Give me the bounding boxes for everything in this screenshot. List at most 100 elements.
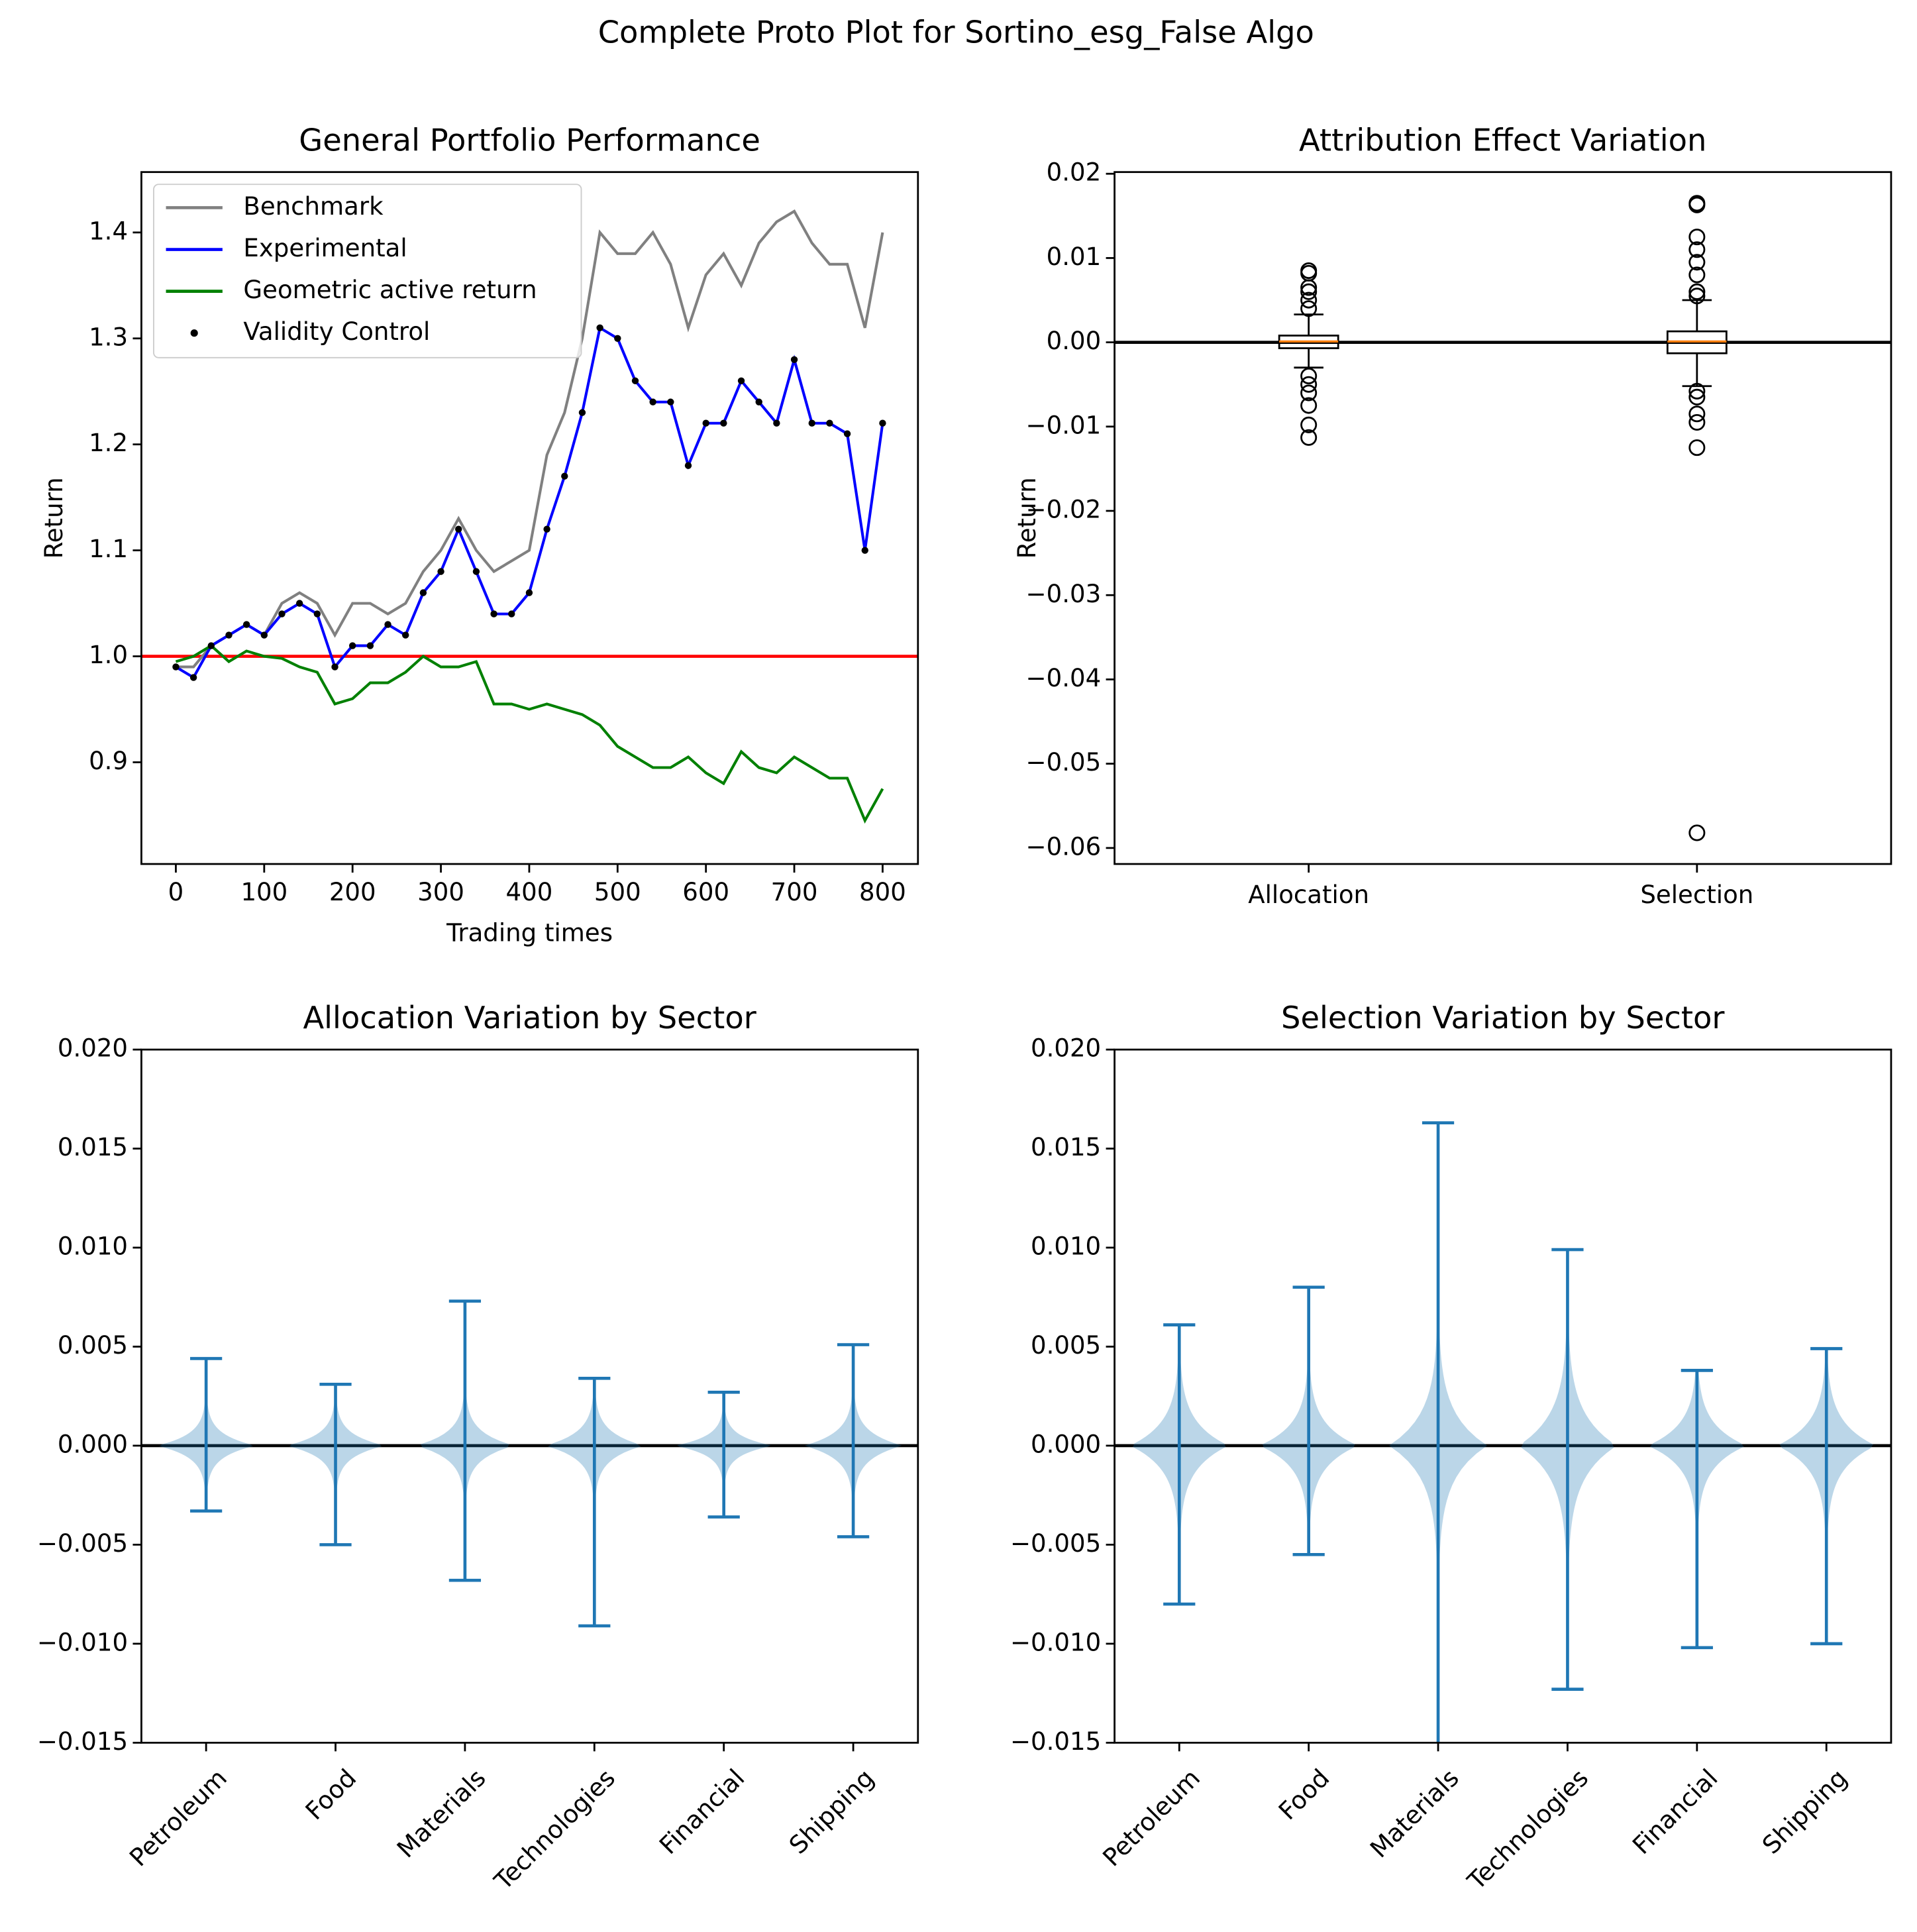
scatter-point — [295, 600, 303, 607]
plot-area — [1114, 1121, 1891, 1743]
y-tick-label: 0.02 — [1047, 158, 1102, 187]
outlier — [1688, 439, 1706, 456]
outlier — [1300, 300, 1318, 317]
y-tick-label: 1.1 — [89, 535, 128, 563]
scatter-point — [189, 674, 197, 681]
outlier — [1688, 413, 1706, 431]
scatter-point — [402, 631, 409, 639]
outlier — [1688, 405, 1706, 423]
scatter-point — [649, 398, 656, 405]
y-tick-label: 1.2 — [89, 429, 128, 457]
axes-frame — [1114, 171, 1892, 865]
scatter-point — [419, 589, 427, 596]
outlier — [1300, 368, 1318, 385]
legend-label: Experimental — [243, 234, 407, 262]
outlier — [1688, 196, 1706, 213]
y-tick-label: 0.00 — [1047, 327, 1102, 355]
scatter-point — [349, 642, 356, 649]
scatter-point — [525, 589, 533, 596]
scatter-point — [684, 462, 692, 469]
scatter-point — [755, 398, 762, 405]
scatter-point — [843, 430, 851, 437]
scatter-point — [472, 568, 480, 575]
series-line — [175, 644, 884, 824]
scatter-point — [437, 568, 444, 575]
y-tick-label: 0.010 — [1031, 1232, 1101, 1261]
scatter-point — [366, 642, 374, 649]
y-tick-label: 0.015 — [58, 1133, 128, 1161]
outlier — [1688, 254, 1706, 271]
x-axis-label: Trading times — [446, 918, 613, 947]
y-tick-label: −0.010 — [1010, 1628, 1101, 1656]
outlier — [1300, 384, 1318, 402]
series-line — [176, 209, 884, 669]
y-tick-label: 0.010 — [58, 1232, 128, 1261]
scatter-point — [879, 419, 886, 427]
scatter-point — [596, 324, 603, 331]
legend-label: Validity Control — [243, 317, 430, 346]
x-tick-label: 400 — [506, 878, 553, 906]
outlier — [1300, 283, 1318, 300]
scatter-point — [631, 377, 639, 384]
y-tick-label: −0.015 — [1010, 1727, 1101, 1756]
scatter-point — [455, 525, 462, 533]
outlier — [1300, 279, 1318, 296]
y-tick-label: 0.9 — [89, 747, 128, 775]
y-tick-label: −0.03 — [1026, 580, 1102, 608]
scatter-point — [384, 621, 391, 628]
scatter-point — [260, 631, 268, 639]
outlier — [1688, 283, 1706, 300]
y-tick-label: −0.04 — [1026, 664, 1102, 692]
outlier — [1300, 292, 1318, 309]
y-tick-label: −0.05 — [1026, 748, 1102, 777]
legend-label: Geometric active return — [243, 276, 537, 304]
axes-title: Attribution Effect Variation — [1299, 123, 1706, 158]
scatter-point — [543, 525, 550, 533]
y-axis-label: Return — [1013, 477, 1041, 559]
y-tick-label: −0.015 — [37, 1727, 128, 1756]
outlier — [1300, 429, 1318, 446]
scatter-point — [561, 472, 568, 480]
outlier — [1688, 824, 1706, 841]
scatter-point — [808, 419, 815, 427]
scatter-point — [702, 419, 709, 427]
y-tick-label: 1.4 — [89, 217, 128, 245]
x-tick-label: 800 — [859, 878, 906, 906]
x-tick-label: Selection — [1640, 881, 1753, 909]
scatter-point — [790, 356, 798, 363]
x-tick-label: 100 — [240, 878, 287, 906]
axes-title: Selection Variation by Sector — [1281, 1000, 1725, 1036]
legend-label: Benchmark — [243, 192, 384, 221]
y-tick-label: −0.005 — [1010, 1529, 1101, 1558]
scatter-point — [614, 335, 621, 342]
axes-title: General Portfolio Performance — [299, 123, 760, 158]
y-axis-label: Return — [40, 477, 68, 559]
plot-area — [141, 1299, 918, 1628]
scatter-point — [861, 547, 868, 554]
outlier — [1688, 266, 1706, 284]
x-tick-label: 700 — [771, 878, 818, 906]
scatter-point — [737, 377, 745, 384]
x-tick-label: Allocation — [1248, 881, 1369, 909]
scatter-point — [331, 663, 338, 671]
y-tick-label: 0.015 — [1031, 1133, 1101, 1161]
y-tick-label: −0.01 — [1026, 411, 1102, 439]
x-tick-label: 500 — [594, 878, 641, 906]
y-tick-label: 0.005 — [58, 1331, 128, 1360]
x-tick-label: 0 — [168, 878, 184, 906]
axes-frame — [140, 171, 919, 865]
plot-area — [1114, 195, 1891, 841]
plot-area — [141, 209, 918, 824]
outlier — [1688, 241, 1706, 258]
x-tick-label: 200 — [329, 878, 376, 906]
axes-title: Allocation Variation by Sector — [303, 1000, 756, 1036]
axes-frame — [140, 1048, 919, 1744]
scatter-point — [773, 419, 780, 427]
scatter-point — [720, 419, 727, 427]
legend-swatch — [190, 329, 198, 337]
scatter-point — [225, 631, 233, 639]
outlier — [1300, 416, 1318, 433]
y-tick-label: 0.005 — [1031, 1331, 1101, 1360]
y-tick-label: 0.020 — [58, 1034, 128, 1063]
axes-frame — [1114, 1048, 1892, 1744]
